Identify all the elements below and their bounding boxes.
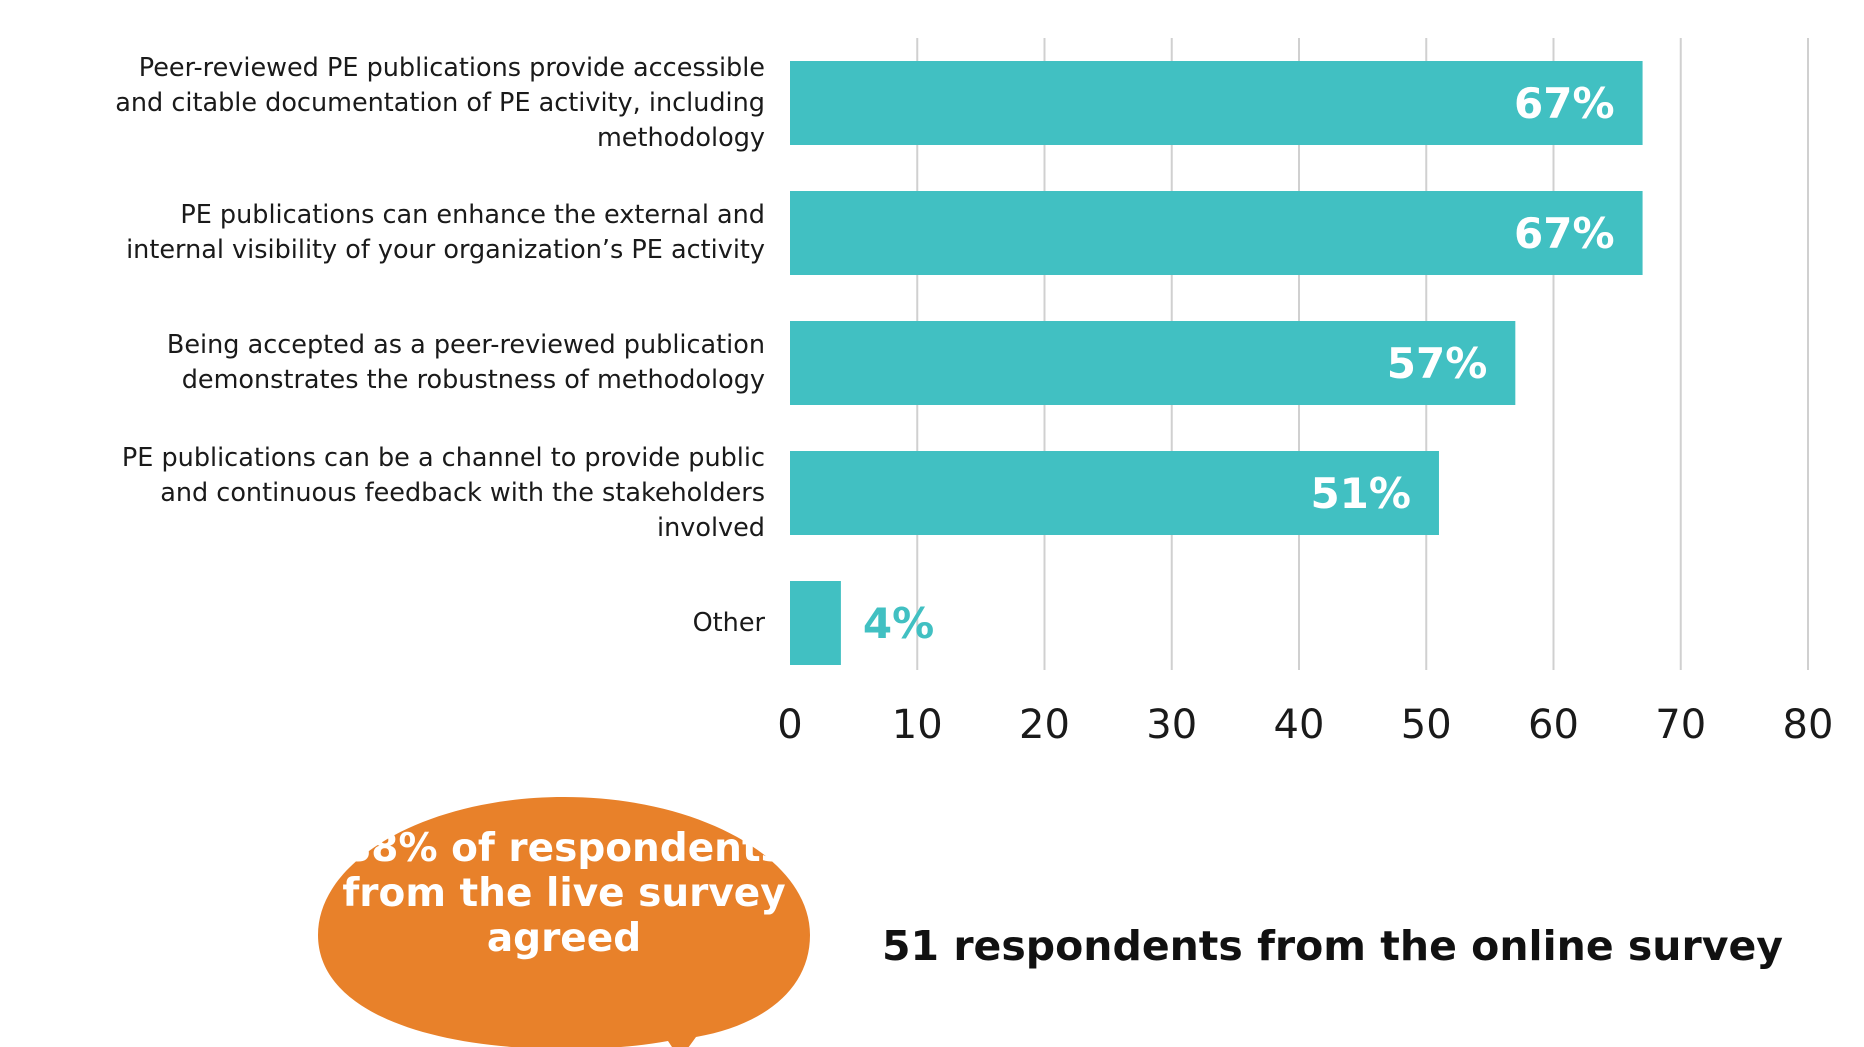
callout-text: 88% of respondents from the live survey …	[342, 826, 786, 961]
category-label: Being accepted as a peer-reviewed public…	[166, 330, 765, 395]
x-tick-label: 40	[1274, 702, 1325, 748]
callout-bubble	[318, 797, 810, 1047]
online-survey-note: 51 respondents from the online survey	[882, 922, 1783, 970]
x-tick-label: 30	[1146, 702, 1197, 748]
x-tick-label: 60	[1528, 702, 1579, 748]
bar-value-label: 67%	[1514, 79, 1615, 128]
bars: 67% 67% 57% 51% 4%	[790, 61, 1643, 665]
bar	[790, 451, 1439, 535]
bar	[790, 61, 1643, 145]
x-tick-label: 80	[1783, 702, 1834, 748]
bar	[790, 191, 1643, 275]
x-tick-label: 0	[777, 702, 802, 748]
bar-value-label: 57%	[1387, 339, 1488, 388]
callout-bubble-shape	[318, 797, 810, 1047]
category-label: Peer-reviewed PE publications provide ac…	[115, 52, 765, 153]
x-tick-label: 10	[892, 702, 943, 748]
bar-chart: 67% 67% 57% 51% 4% 0 10 20 30 40 50 60 70 80	[777, 38, 1833, 748]
bar-value-label: 67%	[1514, 209, 1615, 258]
category-label: PE publications can be a channel to prov…	[121, 442, 765, 543]
x-tick-label: 20	[1019, 702, 1070, 748]
category-label: Other	[692, 607, 765, 638]
bar-value-label: 51%	[1310, 469, 1411, 518]
x-axis-ticks: 0 10 20 30 40 50 60 70 80	[777, 702, 1833, 748]
category-label: PE publications can enhance the external…	[126, 200, 765, 265]
bar-value-label: 4%	[863, 599, 934, 648]
x-tick-label: 70	[1655, 702, 1706, 748]
bar	[790, 321, 1516, 405]
bar	[790, 581, 841, 665]
x-tick-label: 50	[1401, 702, 1452, 748]
